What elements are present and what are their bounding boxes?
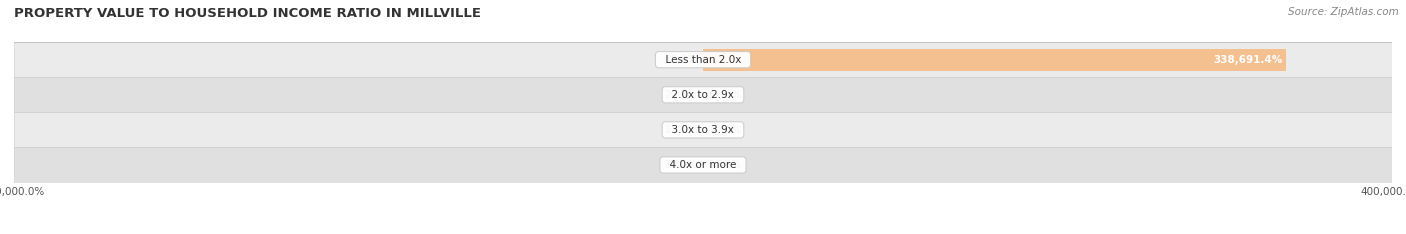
Text: PROPERTY VALUE TO HOUSEHOLD INCOME RATIO IN MILLVILLE: PROPERTY VALUE TO HOUSEHOLD INCOME RATIO… <box>14 7 481 20</box>
Legend: Without Mortgage, With Mortgage: Without Mortgage, With Mortgage <box>595 232 811 234</box>
Bar <box>14 147 1392 183</box>
Bar <box>14 42 1392 77</box>
Text: 338,691.4%: 338,691.4% <box>1213 55 1282 65</box>
Text: 20.0%: 20.0% <box>709 125 741 135</box>
Text: Less than 2.0x: Less than 2.0x <box>658 55 748 65</box>
Text: 17.1%: 17.1% <box>709 160 742 170</box>
Bar <box>703 49 1286 70</box>
Text: 15.0%: 15.0% <box>665 125 697 135</box>
Text: Source: ZipAtlas.com: Source: ZipAtlas.com <box>1288 7 1399 17</box>
Text: 62.9%: 62.9% <box>709 90 742 100</box>
Bar <box>14 77 1392 112</box>
Bar <box>14 112 1392 147</box>
Text: 10.0%: 10.0% <box>665 160 697 170</box>
Text: 3.0x to 3.9x: 3.0x to 3.9x <box>665 125 741 135</box>
Text: 4.0x or more: 4.0x or more <box>664 160 742 170</box>
Text: 20.0%: 20.0% <box>665 90 697 100</box>
Text: 55.0%: 55.0% <box>665 55 697 65</box>
Text: 2.0x to 2.9x: 2.0x to 2.9x <box>665 90 741 100</box>
